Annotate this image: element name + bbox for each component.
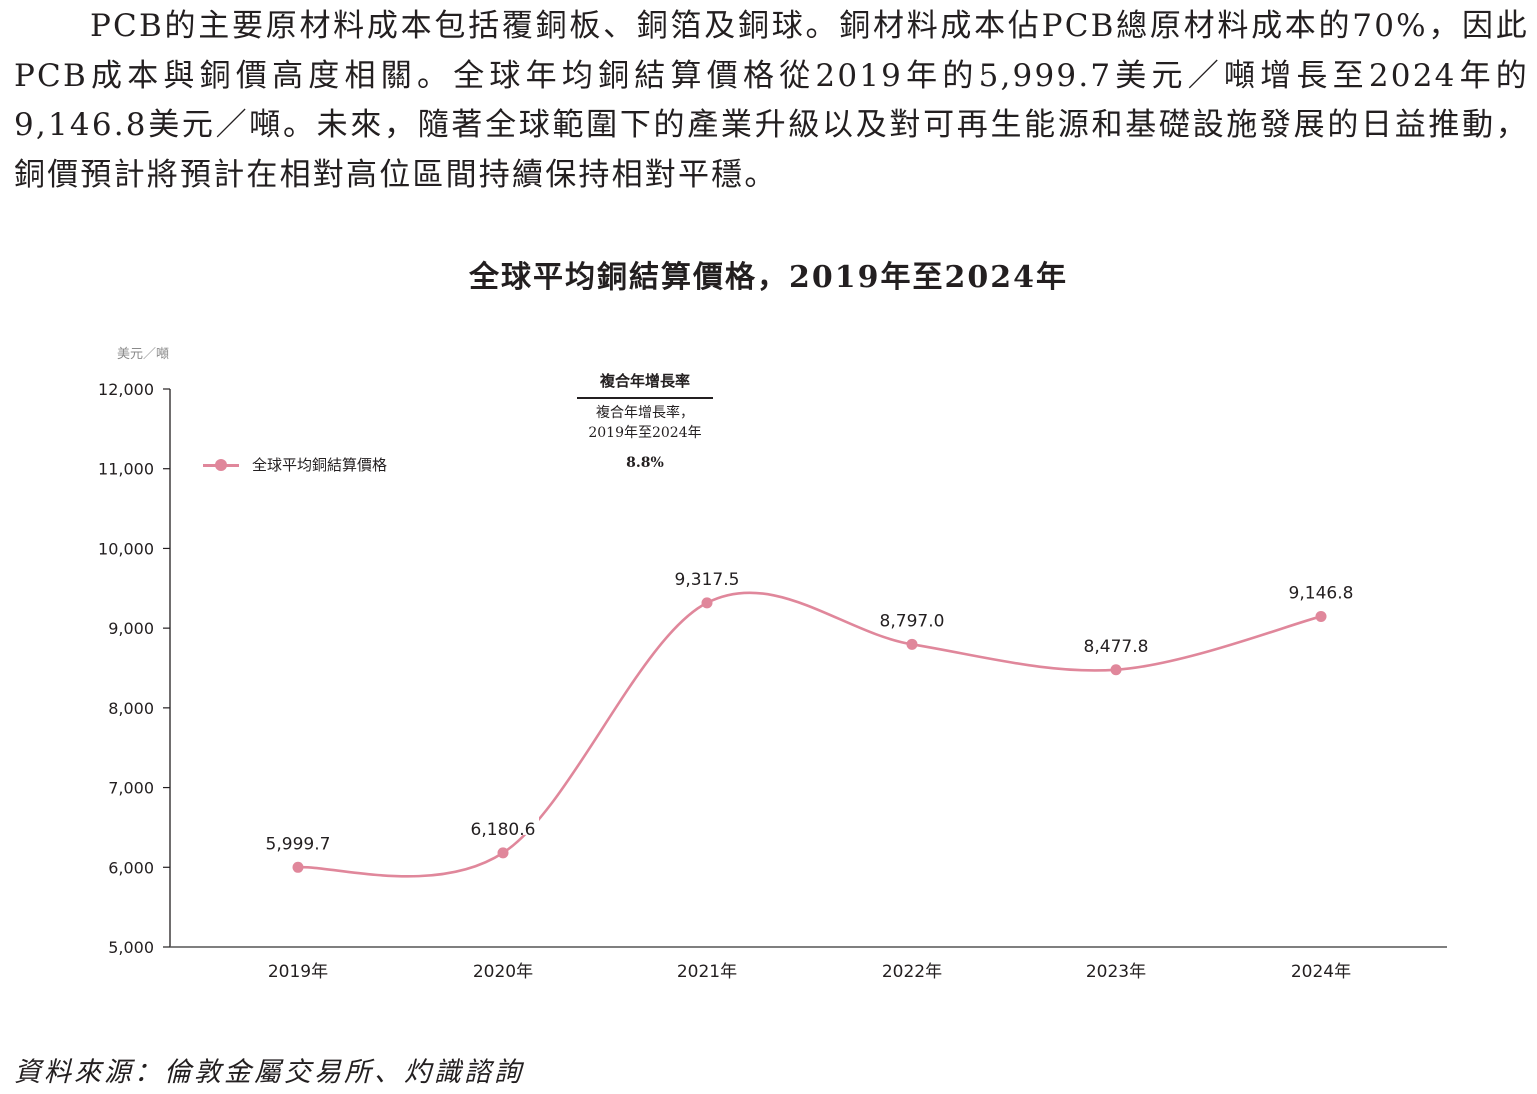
cagr-table: 複合年增長率 複合年增長率， 2019年至2024年 8.8% — [577, 370, 713, 471]
legend-label: 全球平均銅結算價格 — [252, 456, 388, 474]
data-label-background — [671, 560, 743, 585]
y-tick-label: 10,000 — [98, 539, 154, 558]
chart-axes — [169, 389, 1447, 948]
data-label-background — [467, 810, 539, 835]
x-tick-label: 2019年 — [268, 962, 328, 982]
x-tick-label: 2021年 — [677, 962, 737, 982]
x-tick-label: 2022年 — [882, 962, 942, 982]
data-labels: 5,999.7 6,180.6 9,317.5 8,797.0 8,477.8 9,146… — [262, 560, 1357, 854]
x-axis-ticks: 2019年 2020年 2021年 2022年 2023年 2024年 — [268, 962, 1351, 982]
data-point-marker — [292, 861, 304, 873]
data-point-marker — [1110, 664, 1122, 676]
data-label-background — [1080, 627, 1152, 652]
y-axis-unit-label: 美元／噸 — [117, 347, 170, 362]
y-axis-ticks: 5,000 6,000 7,000 8,000 9,000 10,000 11,000 12,… — [98, 380, 170, 957]
data-label-background — [1285, 574, 1357, 599]
data-point-label: 6,180.6 — [471, 820, 536, 840]
y-tick-label: 9,000 — [108, 619, 154, 638]
cagr-value: 8.8% — [626, 455, 664, 471]
x-tick-label: 2020年 — [473, 962, 533, 982]
data-point-label: 5,999.7 — [266, 834, 331, 854]
y-tick-label: 5,000 — [108, 938, 154, 957]
y-tick-label: 6,000 — [108, 858, 154, 877]
x-tick-label: 2024年 — [1291, 962, 1351, 982]
legend-line-marker-icon — [203, 458, 239, 472]
data-point-marker — [1315, 610, 1327, 622]
data-label-background — [876, 602, 948, 627]
data-markers — [292, 597, 1327, 873]
data-point-marker — [497, 847, 509, 859]
data-point-marker — [701, 597, 713, 609]
y-tick-label: 12,000 — [98, 380, 154, 399]
y-tick-label: 11,000 — [98, 460, 154, 479]
cagr-header: 複合年增長率 — [577, 370, 713, 399]
y-tick-label: 7,000 — [108, 779, 154, 798]
cagr-row-label-line1: 複合年增長率， — [596, 405, 694, 421]
chart-legend: 全球平均銅結算價格 — [203, 454, 387, 475]
data-point-label: 9,317.5 — [675, 570, 740, 590]
intro-paragraph: PCB的主要原材料成本包括覆銅板、銅箔及銅球。銅材料成本佔PCB總原材料成本的7… — [14, 2, 1529, 200]
chart-title: 全球平均銅結算價格，2019年至2024年 — [469, 260, 1068, 295]
cagr-row-label-line2: 2019年至2024年 — [588, 425, 702, 441]
series-line — [297, 591, 1322, 878]
data-point-label: 8,477.8 — [1084, 637, 1149, 657]
cagr-row-label: 複合年增長率， 2019年至2024年 — [577, 403, 713, 443]
data-label-background — [262, 825, 334, 850]
data-point-marker — [906, 638, 918, 650]
paragraph-text: PCB的主要原材料成本包括覆銅板、銅箔及銅球。銅材料成本佔PCB總原材料成本的7… — [14, 8, 1529, 193]
data-point-label: 9,146.8 — [1289, 583, 1354, 603]
data-point-label: 8,797.0 — [880, 611, 945, 631]
x-tick-label: 2023年 — [1086, 962, 1146, 982]
source-note: 資料來源：倫敦金屬交易所、灼識諮詢 — [14, 1057, 524, 1088]
y-tick-label: 8,000 — [108, 699, 154, 718]
